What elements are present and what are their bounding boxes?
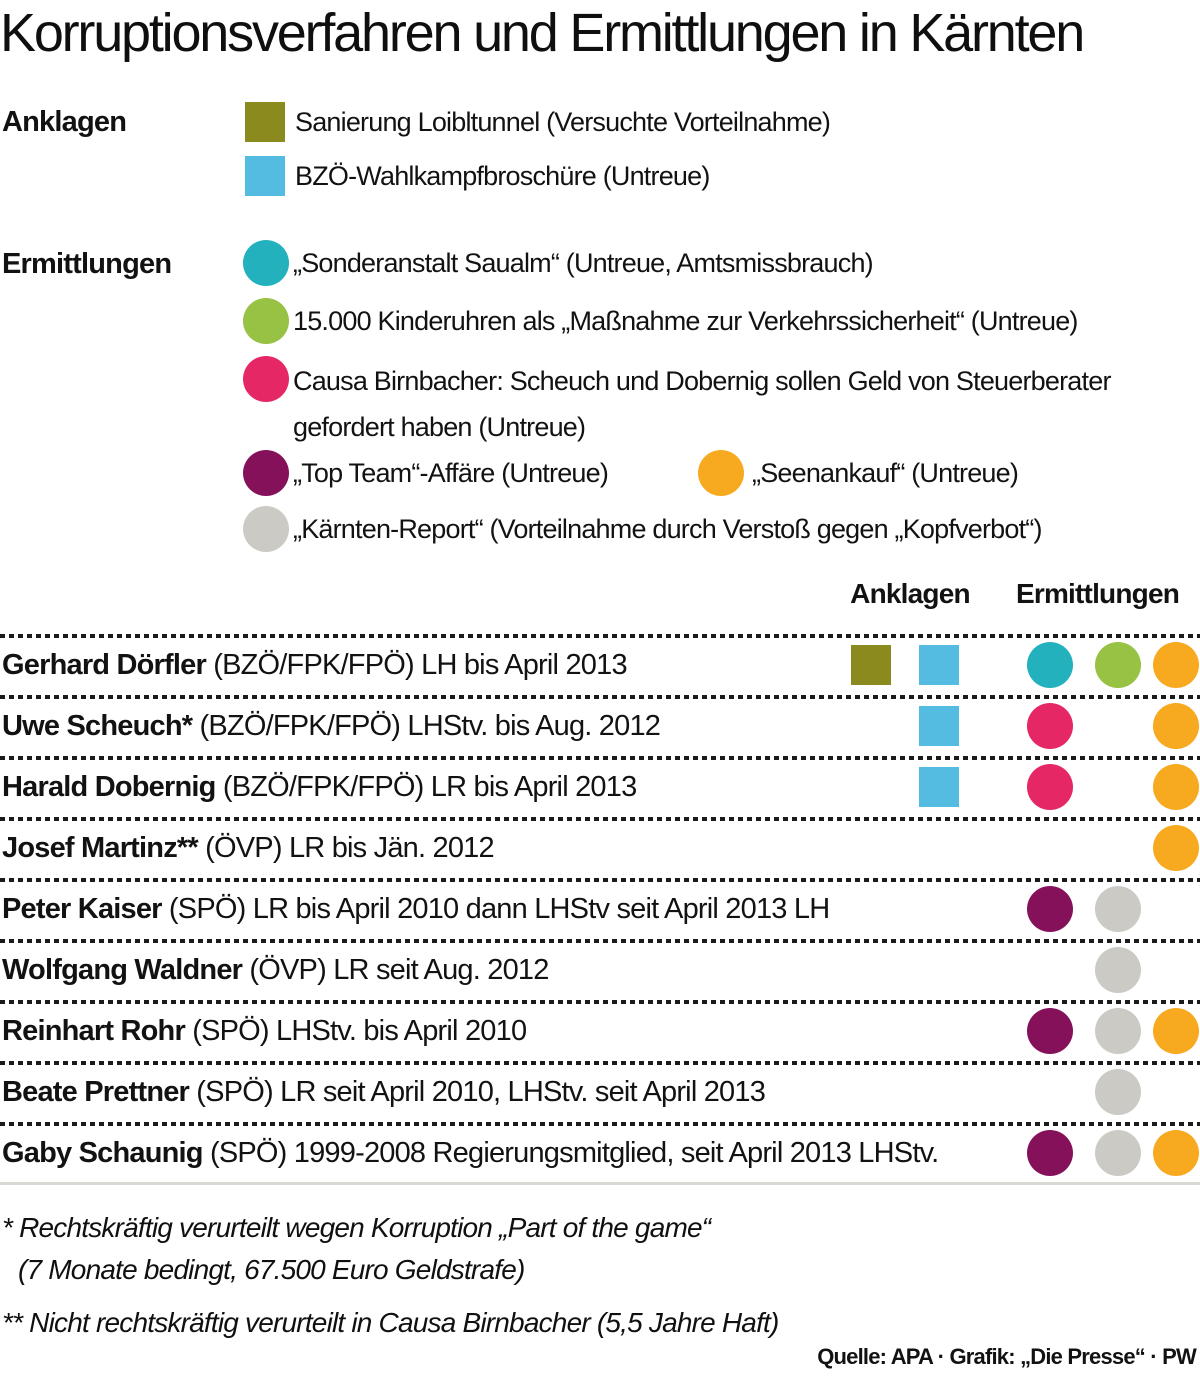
footnote-2: ** Nicht rechtskräftig verurteilt in Cau… — [2, 1307, 779, 1338]
legend-item-kaernten-report: „Kärnten-Report“ (Vorteilnahme durch Ver… — [243, 506, 1043, 552]
legend-item-seenankauf: „Seenankauf“ (Untreue) — [698, 450, 1019, 496]
legend-item-birnbacher: Causa Birnbacher: Scheuch und Dobernig s… — [243, 356, 1183, 450]
ermittlung-marker-slot-1 — [1027, 764, 1073, 810]
person-desc: (ÖVP) LR bis Jän. 2012 — [197, 832, 494, 864]
person-name: Uwe Scheuch* — [2, 710, 193, 742]
legend-item-saualm: „Sonderanstalt Saualm“ (Untreue, Amtsmis… — [243, 240, 874, 286]
column-header-anklagen: Anklagen — [850, 578, 970, 609]
ermittlung-marker-slot-2 — [1095, 1008, 1141, 1054]
person-table: Gerhard Dörfler (BZÖ/FPK/FPÖ) LH bis Apr… — [0, 634, 1200, 1185]
table-row: Josef Martinz** (ÖVP) LR bis Jän. 2012 — [0, 817, 1200, 878]
ermittlung-marker-slot-1 — [1027, 886, 1073, 932]
table-row: Reinhart Rohr (SPÖ) LHStv. bis April 201… — [0, 1000, 1200, 1061]
footnote-1: * Rechtskräftig verurteilt wegen Korrupt… — [2, 1212, 711, 1243]
legend-item-label: 15.000 Kinderuhren als „Maßnahme zur Ver… — [293, 306, 1078, 336]
ermittlung-marker-slot-2 — [1095, 886, 1141, 932]
page-title: Korruptionsverfahren und Ermittlungen in… — [0, 3, 1085, 63]
table-row: Uwe Scheuch* (BZÖ/FPK/FPÖ) LHStv. bis Au… — [0, 695, 1200, 756]
anklage-marker-slot-2 — [919, 706, 959, 746]
person-name: Gerhard Dörfler — [2, 649, 207, 681]
ermittlung-marker-slot-1 — [1027, 1008, 1073, 1054]
legend-item-wahlkampfbroschuere: BZÖ-Wahlkampfbroschüre (Untreue) — [245, 156, 710, 196]
person-desc: (BZÖ/FPK/FPÖ) LR bis April 2013 — [215, 771, 637, 803]
legend-item-label: „Kärnten-Report“ (Vorteilnahme durch Ver… — [293, 514, 1043, 544]
anklage-marker-slot-2 — [919, 645, 959, 685]
ermittlung-marker-slot-1 — [1027, 703, 1073, 749]
legend-item-topteam: „Top Team“-Affäre (Untreue) — [243, 450, 609, 496]
legend-item-label: „Top Team“-Affäre (Untreue) — [293, 458, 609, 488]
person-desc: (BZÖ/FPK/FPÖ) LHStv. bis Aug. 2012 — [192, 710, 661, 742]
person-name: Wolfgang Waldner — [2, 954, 243, 986]
person-name: Josef Martinz** — [2, 832, 199, 864]
person-desc: (SPÖ) LR seit April 2010, LHStv. seit Ap… — [189, 1076, 766, 1108]
column-header-ermittlungen: Ermittlungen — [1015, 578, 1180, 609]
gray-circle-icon — [243, 506, 289, 552]
legend-anklagen-label: Anklagen — [2, 106, 127, 138]
person-name: Reinhart Rohr — [2, 1015, 186, 1047]
person-desc: (SPÖ) 1999-2008 Regierungsmitglied, seit… — [202, 1137, 939, 1169]
anklage-marker-slot-1 — [851, 645, 891, 685]
legend-item-label: Sanierung Loibltunnel (Versuchte Vorteil… — [295, 107, 831, 137]
ermittlung-marker-slot-2 — [1095, 947, 1141, 993]
legend-item-kinderuhren: 15.000 Kinderuhren als „Maßnahme zur Ver… — [243, 298, 1078, 344]
ermittlung-marker-slot-3 — [1153, 703, 1199, 749]
person-desc: (BZÖ/FPK/FPÖ) LH bis April 2013 — [205, 649, 627, 681]
olive-square-icon — [245, 102, 285, 142]
table-row: Peter Kaiser (SPÖ) LR bis April 2010 dan… — [0, 878, 1200, 939]
ermittlung-marker-slot-2 — [1095, 642, 1141, 688]
ermittlung-marker-slot-1 — [1027, 1130, 1073, 1176]
footnote-1-continued: (7 Monate bedingt, 67.500 Euro Geldstraf… — [18, 1254, 525, 1285]
ermittlung-marker-slot-3 — [1153, 1130, 1199, 1176]
ermittlung-marker-slot-3 — [1153, 642, 1199, 688]
teal-circle-icon — [243, 240, 289, 286]
legend-item-label: BZÖ-Wahlkampfbroschüre (Untreue) — [295, 161, 710, 191]
legend-item-label: „Seenankauf“ (Untreue) — [752, 458, 1019, 488]
ermittlung-marker-slot-3 — [1153, 764, 1199, 810]
green-circle-icon — [243, 298, 289, 344]
table-row: Gerhard Dörfler (BZÖ/FPK/FPÖ) LH bis Apr… — [0, 634, 1200, 695]
person-name: Peter Kaiser — [2, 893, 162, 925]
table-row: Wolfgang Waldner (ÖVP) LR seit Aug. 2012 — [0, 939, 1200, 1000]
person-name: Beate Prettner — [2, 1076, 190, 1108]
anklage-marker-slot-2 — [919, 767, 959, 807]
table-row: Harald Dobernig (BZÖ/FPK/FPÖ) LR bis Apr… — [0, 756, 1200, 817]
person-desc: (ÖVP) LR seit Aug. 2012 — [242, 954, 549, 986]
person-name: Gaby Schaunig — [2, 1137, 204, 1169]
ermittlung-marker-slot-3 — [1153, 825, 1199, 871]
ermittlung-marker-slot-2 — [1095, 1069, 1141, 1115]
table-row: Beate Prettner (SPÖ) LR seit April 2010,… — [0, 1061, 1200, 1122]
ermittlung-marker-slot-3 — [1153, 1008, 1199, 1054]
person-name: Harald Dobernig — [2, 771, 216, 803]
ermittlung-marker-slot-2 — [1095, 1130, 1141, 1176]
ermittlung-marker-slot-1 — [1027, 642, 1073, 688]
maroon-circle-icon — [243, 450, 289, 496]
table-row: Gaby Schaunig (SPÖ) 1999-2008 Regierungs… — [0, 1122, 1200, 1183]
blue-square-icon — [245, 156, 285, 196]
legend-ermittlungen-label: Ermittlungen — [2, 248, 172, 280]
pink-circle-icon — [243, 356, 289, 402]
orange-circle-icon — [698, 450, 744, 496]
legend-item-loibltunnel: Sanierung Loibltunnel (Versuchte Vorteil… — [245, 102, 831, 142]
legend-item-label: „Sonderanstalt Saualm“ (Untreue, Amtsmis… — [293, 248, 874, 278]
person-desc: (SPÖ) LHStv. bis April 2010 — [184, 1015, 527, 1047]
legend-item-label: Causa Birnbacher: Scheuch und Dobernig s… — [293, 366, 1111, 442]
person-desc: (SPÖ) LR bis April 2010 dann LHStv seit … — [161, 893, 830, 925]
source-credit: Quelle: APA · Grafik: „Die Presse“ · PW — [817, 1344, 1197, 1369]
